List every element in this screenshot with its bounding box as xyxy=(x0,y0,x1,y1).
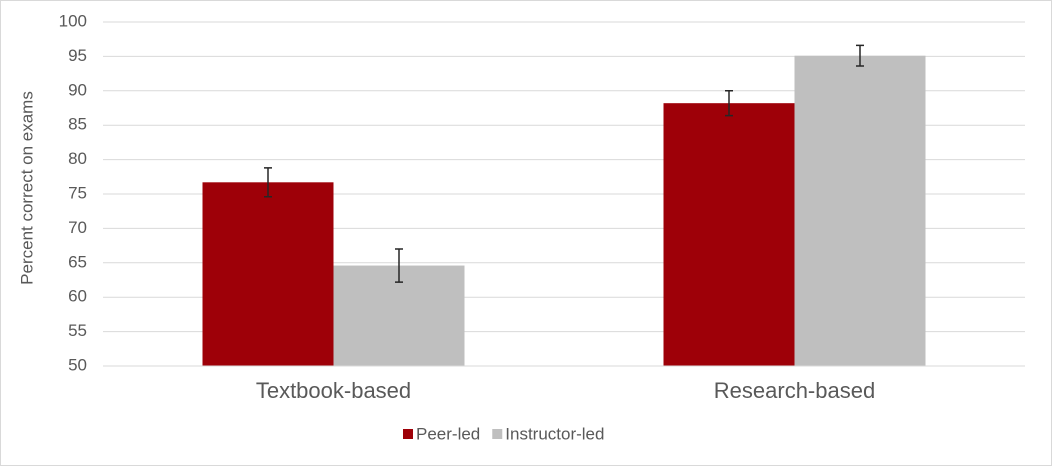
legend-label: Instructor-led xyxy=(505,424,604,443)
legend-swatch xyxy=(492,429,503,439)
y-tick-label: 85 xyxy=(68,115,87,134)
error-bar xyxy=(856,44,864,67)
y-tick-label: 55 xyxy=(68,321,87,340)
y-tick-label: 50 xyxy=(68,355,87,374)
error-bar xyxy=(264,167,272,198)
y-tick-label: 80 xyxy=(68,149,87,168)
y-tick-label: 70 xyxy=(68,218,87,237)
error-bar xyxy=(395,248,403,283)
x-tick-label: Textbook-based xyxy=(256,378,411,403)
y-tick-label: 65 xyxy=(68,252,87,271)
y-axis-label: Percent correct on exams xyxy=(17,91,36,285)
y-tick-label: 60 xyxy=(68,287,87,306)
y-tick-label: 100 xyxy=(59,11,87,30)
bar xyxy=(202,182,334,366)
y-tick-label: 90 xyxy=(68,80,87,99)
y-tick-label: 75 xyxy=(68,183,87,202)
y-tick-label: 95 xyxy=(68,46,87,65)
legend-label: Peer-led xyxy=(416,424,480,443)
bar xyxy=(663,103,795,367)
bar xyxy=(794,55,926,366)
legend-swatch xyxy=(403,429,413,439)
error-bar xyxy=(725,90,733,117)
x-tick-label: Research-based xyxy=(714,378,875,403)
